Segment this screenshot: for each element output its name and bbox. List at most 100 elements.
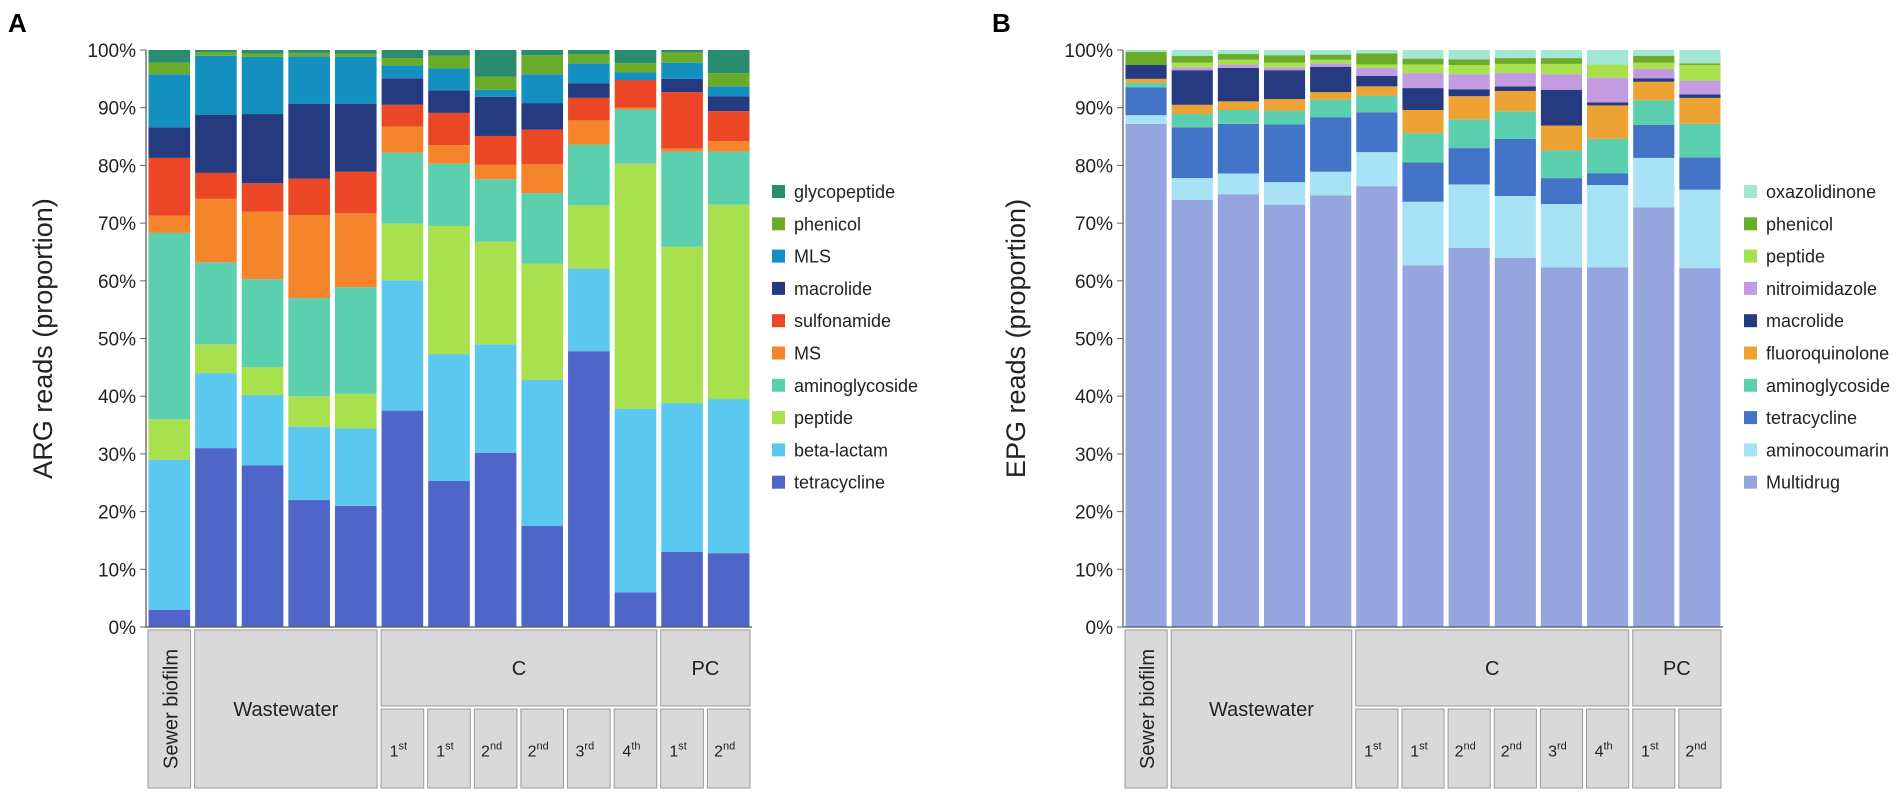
bar-segment-fluoroquinolone: [1540, 125, 1583, 151]
bar-segment-multidrug: [1448, 247, 1490, 627]
panel-letter: B: [992, 8, 1011, 38]
bar-segment-aminoglycoside: [1540, 150, 1583, 179]
bar-segment-fluoroquinolone: [1217, 101, 1259, 111]
sub-label: 2nd: [1501, 741, 1522, 761]
bar-segment-phenicol: [1540, 58, 1583, 64]
bar-segment-aminoglycoside: [381, 152, 424, 224]
bar-segment-mls: [521, 74, 564, 104]
bar-segment-fluoroquinolone: [1263, 99, 1306, 111]
bar-segment-peptide: [614, 163, 657, 409]
bar-segment-aminoglycoside: [1356, 95, 1398, 113]
bar-segment-macrolide: [568, 83, 610, 98]
bar-segment-oxazolidinone: [1125, 50, 1167, 52]
bar-segment-peptide: [241, 367, 284, 396]
group-label: PC: [1663, 658, 1691, 680]
bar-segment-tetracycline: [288, 500, 330, 627]
bar-segment-aminocoumarin: [1310, 171, 1352, 196]
bar-segment-nitroimidazole: [1402, 73, 1444, 89]
legend-swatch: [1744, 443, 1757, 457]
bar-segment-aminocoumarin: [1587, 185, 1629, 268]
legend-swatch: [772, 249, 785, 263]
bar-segment-nitroimidazole: [1494, 73, 1536, 87]
bar-segment-glycopeptide: [661, 50, 703, 53]
bar-segment-multidrug: [1217, 194, 1259, 627]
legend-label: peptide: [794, 408, 853, 428]
bar-segment-multidrug: [1587, 267, 1629, 627]
bar-segment-peptide: [474, 241, 517, 345]
bar-segment-nitroimidazole: [1448, 74, 1490, 90]
bar-segment-multidrug: [1494, 257, 1536, 627]
bar-segment-beta-lactam: [614, 408, 657, 593]
bar-segment-aminocoumarin: [1171, 178, 1213, 201]
bar-segment-phenicol: [1494, 58, 1536, 64]
legend-label: sulfonamide: [794, 311, 891, 331]
group-label: C: [512, 658, 526, 680]
sub-box: [1355, 708, 1399, 789]
bar-segment-beta-lactam: [474, 344, 517, 453]
bar-segment-nitroimidazole: [1356, 67, 1398, 76]
legend-label: MS: [794, 344, 821, 364]
bar-segment-phenicol: [521, 55, 564, 75]
legend-swatch: [772, 443, 785, 457]
bar-segment-ms: [614, 107, 657, 110]
bar-segment-mls: [568, 63, 610, 84]
bar-segment-ms: [334, 213, 377, 288]
bar-segment-mls: [148, 74, 191, 128]
bar-segment-mls: [661, 62, 703, 79]
bar-segment-phenicol: [1356, 53, 1398, 65]
bar-segment-peptide: [1679, 65, 1721, 81]
sub-label: 1st: [436, 741, 453, 761]
bar-segment-oxazolidinone: [1356, 50, 1398, 54]
legend-label: oxazolidinone: [1766, 182, 1876, 202]
bar-segment-beta-lactam: [381, 280, 424, 411]
sub-box: [660, 708, 704, 789]
bar-segment-macrolide: [428, 90, 470, 113]
sub-box: [613, 708, 658, 789]
bar-segment-ms: [241, 211, 284, 280]
bar-segment-mls: [334, 56, 377, 104]
bar-segment-aminocoumarin: [1494, 195, 1536, 258]
bar-segment-ms: [195, 198, 237, 263]
bar-segment-tetracycline: [241, 465, 284, 627]
bar-segment-macrolide: [1171, 70, 1213, 105]
bar-segment-beta-lactam: [148, 459, 191, 610]
bar-segment-peptide: [1587, 64, 1629, 78]
y-tick-label: 0%: [109, 618, 137, 639]
bar-segment-phenicol: [1679, 63, 1721, 66]
sub-label: 1st: [669, 741, 686, 761]
bar-segment-macrolide: [1633, 78, 1675, 82]
y-tick-label: 70%: [1075, 214, 1113, 235]
group-box: [1632, 629, 1722, 707]
bar-segment-oxazolidinone: [1540, 50, 1583, 59]
bar-segment-tetracycline: [1356, 112, 1398, 153]
bar-segment-phenicol: [381, 58, 424, 66]
bar-segment-peptide: [661, 246, 703, 404]
sub-box: [1539, 708, 1584, 789]
bar-segment-sulfonamide: [148, 157, 191, 216]
bar-segment-phenicol: [707, 73, 750, 87]
bar-segment-aminocoumarin: [1679, 189, 1721, 269]
bar-segment-phenicol: [1125, 51, 1167, 66]
y-axis-title: EPG reads (proportion): [1001, 199, 1031, 478]
group-box: [660, 629, 751, 707]
legend-swatch: [1744, 281, 1757, 295]
bar-segment-peptide: [1494, 63, 1536, 74]
bar-segment-peptide: [1402, 64, 1444, 74]
bar-segment-sulfonamide: [195, 172, 237, 199]
bar-segment-multidrug: [1263, 204, 1306, 628]
group-box: [194, 629, 378, 789]
y-tick-label: 100%: [1064, 41, 1113, 62]
bar-segment-multidrug: [1356, 186, 1398, 627]
bar-segment-peptide: [334, 393, 377, 429]
legend-swatch: [772, 217, 785, 231]
bar-segment-mls: [428, 68, 470, 91]
bar-segment-aminoglycoside: [1263, 110, 1306, 125]
bar-segment-beta-lactam: [428, 354, 470, 482]
bar-segment-aminocoumarin: [1125, 115, 1167, 124]
bar-segment-macrolide: [1587, 102, 1629, 106]
bar-segment-aminocoumarin: [1356, 152, 1398, 187]
bar-segment-tetracycline: [1310, 117, 1352, 172]
sub-box: [1401, 708, 1445, 789]
bar-segment-aminoglycoside: [707, 151, 750, 205]
